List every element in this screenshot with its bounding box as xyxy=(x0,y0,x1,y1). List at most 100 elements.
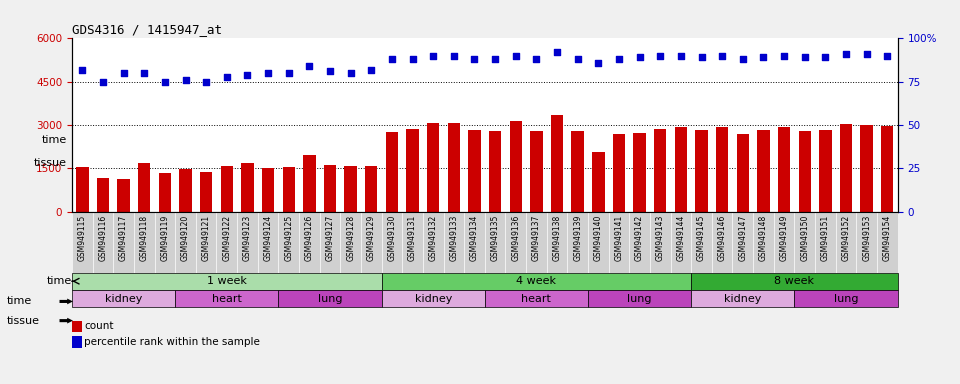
Bar xyxy=(468,130,481,212)
Text: GSM949145: GSM949145 xyxy=(697,215,706,261)
Bar xyxy=(716,127,729,212)
Point xyxy=(240,72,255,78)
Point xyxy=(75,66,90,73)
Text: GSM949136: GSM949136 xyxy=(512,215,520,261)
Point xyxy=(219,73,234,79)
Text: GSM949147: GSM949147 xyxy=(738,215,747,261)
Text: GSM949153: GSM949153 xyxy=(862,215,871,261)
Bar xyxy=(510,121,522,212)
Text: GSM949123: GSM949123 xyxy=(243,215,252,261)
Text: GSM949137: GSM949137 xyxy=(532,215,540,261)
Bar xyxy=(551,115,564,212)
Bar xyxy=(324,165,336,212)
Point xyxy=(425,53,441,59)
Point xyxy=(673,53,688,59)
Point xyxy=(343,70,358,76)
Text: GSM949115: GSM949115 xyxy=(78,215,86,261)
Text: GSM949120: GSM949120 xyxy=(181,215,190,261)
Point xyxy=(570,56,586,62)
Bar xyxy=(382,273,691,290)
Bar xyxy=(757,130,770,212)
Bar xyxy=(695,130,708,212)
Bar xyxy=(799,131,811,212)
Text: GSM949151: GSM949151 xyxy=(821,215,829,261)
Text: GSM949127: GSM949127 xyxy=(325,215,334,261)
Text: GSM949122: GSM949122 xyxy=(223,215,231,261)
Text: 1 week: 1 week xyxy=(206,276,247,286)
Point xyxy=(405,56,420,62)
Bar xyxy=(530,131,542,212)
Bar xyxy=(634,133,646,212)
Point xyxy=(549,49,564,55)
Text: GSM949139: GSM949139 xyxy=(573,215,582,261)
Bar xyxy=(654,129,666,212)
Bar xyxy=(200,172,212,212)
Bar xyxy=(592,152,605,212)
Bar xyxy=(881,126,894,212)
Text: percentile rank within the sample: percentile rank within the sample xyxy=(84,337,260,347)
Bar xyxy=(675,127,687,212)
Bar xyxy=(76,167,88,212)
Text: GSM949130: GSM949130 xyxy=(388,215,396,261)
Bar xyxy=(97,178,109,212)
Bar xyxy=(406,129,419,212)
Bar xyxy=(485,290,588,307)
Point xyxy=(260,70,276,76)
Text: GSM949143: GSM949143 xyxy=(656,215,664,261)
Text: GSM949134: GSM949134 xyxy=(470,215,479,261)
Point xyxy=(199,79,214,85)
Bar xyxy=(72,273,382,290)
Bar xyxy=(612,134,625,212)
Bar xyxy=(282,167,295,212)
Bar xyxy=(489,131,501,212)
Bar xyxy=(365,166,377,212)
Bar xyxy=(778,127,790,212)
Bar xyxy=(303,155,316,212)
Bar xyxy=(736,134,749,212)
Text: GSM949131: GSM949131 xyxy=(408,215,417,261)
Point xyxy=(384,56,399,62)
Text: lung: lung xyxy=(833,293,858,303)
Text: tissue: tissue xyxy=(7,316,39,326)
Bar xyxy=(117,179,130,212)
Bar xyxy=(278,290,381,307)
Text: GSM949129: GSM949129 xyxy=(367,215,375,261)
Text: GSM949135: GSM949135 xyxy=(491,215,499,261)
Point xyxy=(756,55,771,61)
Text: time: time xyxy=(42,135,67,145)
Bar xyxy=(262,167,275,212)
Text: time: time xyxy=(7,296,32,306)
Point xyxy=(838,51,853,57)
Text: GSM949125: GSM949125 xyxy=(284,215,293,261)
Text: heart: heart xyxy=(212,293,242,303)
Point xyxy=(157,79,173,85)
Point xyxy=(797,55,812,61)
Text: 4 week: 4 week xyxy=(516,276,557,286)
Text: GDS4316 / 1415947_at: GDS4316 / 1415947_at xyxy=(72,23,222,36)
Text: GSM949154: GSM949154 xyxy=(883,215,892,261)
Text: GSM949116: GSM949116 xyxy=(99,215,108,261)
Bar xyxy=(691,273,898,290)
Bar xyxy=(819,130,831,212)
Bar xyxy=(691,290,795,307)
Text: GSM949117: GSM949117 xyxy=(119,215,128,261)
Text: kidney: kidney xyxy=(724,293,761,303)
Text: GSM949149: GSM949149 xyxy=(780,215,788,261)
Bar xyxy=(447,123,460,212)
Bar xyxy=(72,290,175,307)
Bar xyxy=(175,290,278,307)
Bar xyxy=(571,131,584,212)
Text: lung: lung xyxy=(318,293,343,303)
Bar xyxy=(840,124,852,212)
Text: GSM949126: GSM949126 xyxy=(305,215,314,261)
Text: GSM949118: GSM949118 xyxy=(140,215,149,261)
Point xyxy=(136,70,152,76)
Point xyxy=(694,55,709,61)
Point xyxy=(281,70,297,76)
Bar xyxy=(158,173,171,212)
Bar xyxy=(588,290,691,307)
Point xyxy=(590,60,606,66)
Point xyxy=(488,56,503,62)
Point xyxy=(818,55,833,61)
Point xyxy=(116,70,132,76)
